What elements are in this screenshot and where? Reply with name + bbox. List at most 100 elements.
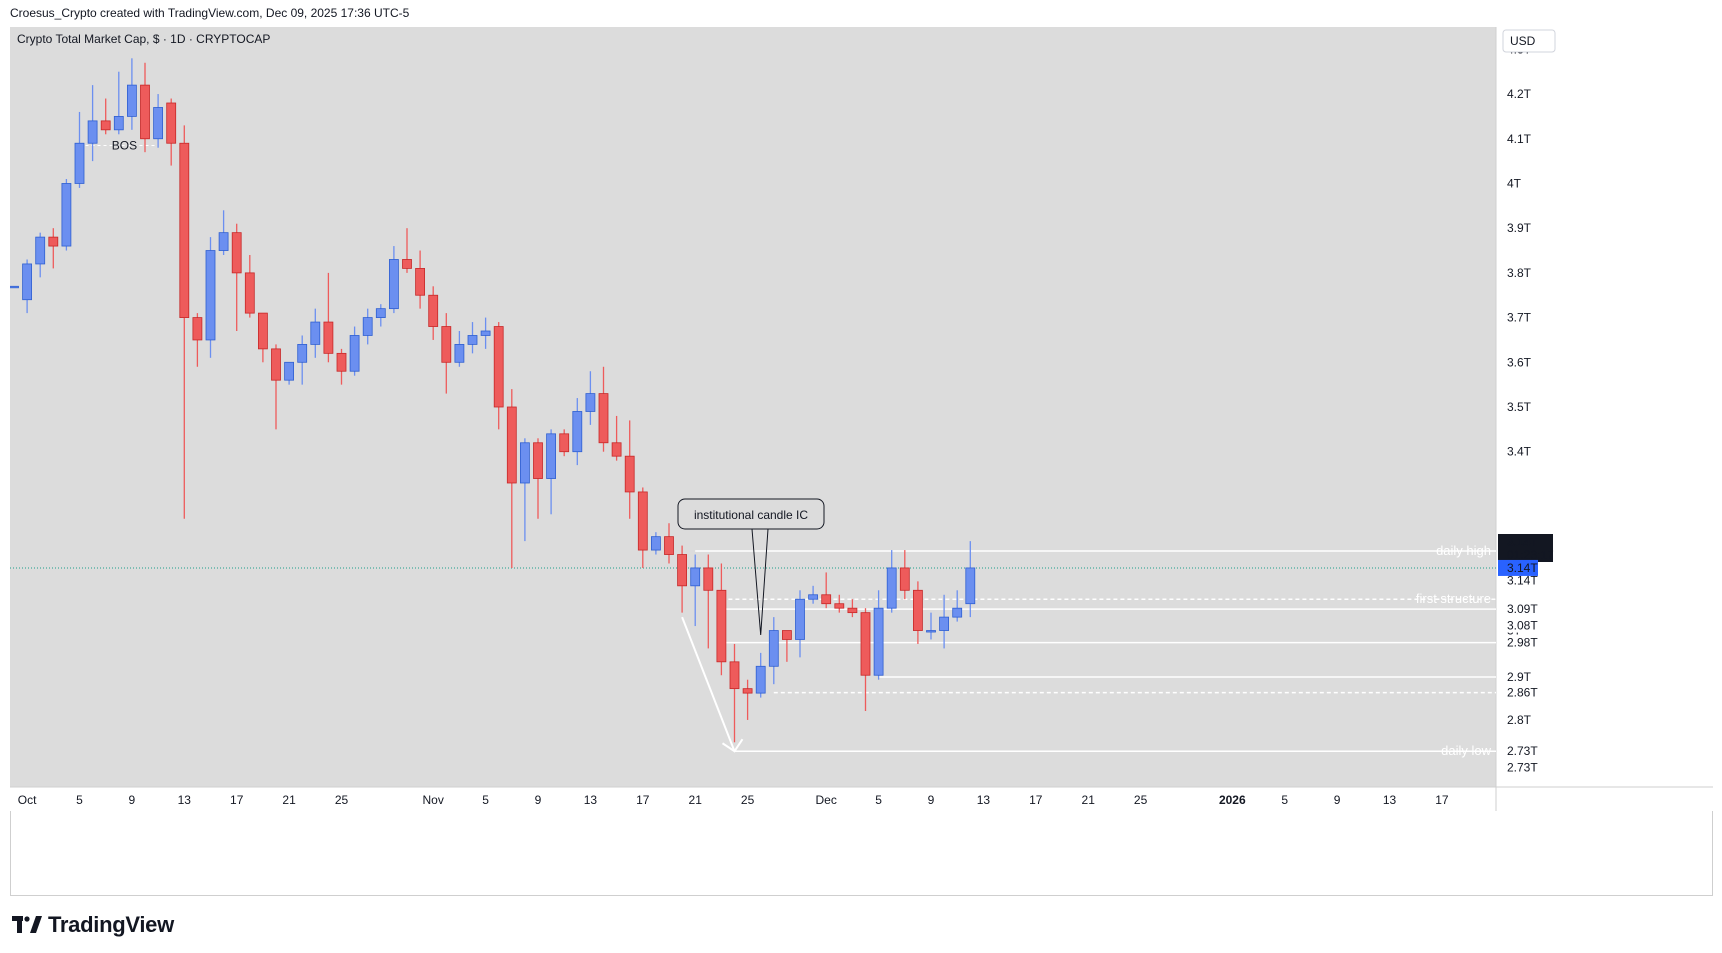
candle-body-60[interactable] xyxy=(795,598,805,640)
price-label-6: 2.9T xyxy=(1507,670,1532,684)
price-label-7: 2.86T xyxy=(1507,686,1538,700)
candle-body-2[interactable] xyxy=(35,236,46,265)
candle-body-13[interactable] xyxy=(179,142,190,318)
candle-body-12[interactable] xyxy=(166,102,177,144)
y-tick-label-7: 3.6T xyxy=(1507,355,1532,369)
candle-body-66[interactable] xyxy=(873,607,884,676)
candle-body-7[interactable] xyxy=(100,120,111,131)
candle-body-11[interactable] xyxy=(153,107,164,140)
candle-body-16[interactable] xyxy=(218,232,229,251)
callout-box[interactable] xyxy=(677,498,825,530)
x-tick-label-6: 25 xyxy=(335,793,349,807)
candle-body-39[interactable] xyxy=(519,442,530,484)
price-label-bg-5 xyxy=(1500,635,1548,650)
tradingview-logo[interactable]: TradingView xyxy=(12,912,174,938)
level-label-0: daily high xyxy=(1436,543,1491,558)
x-tick-label-10: 13 xyxy=(584,793,598,807)
candle-body-27[interactable] xyxy=(362,317,373,336)
candle-body-30[interactable] xyxy=(402,259,412,269)
time-axis[interactable] xyxy=(10,787,1713,811)
price-label-3: 3.09T xyxy=(1507,602,1538,616)
candle-body-73[interactable] xyxy=(965,567,976,605)
candle-body-49[interactable] xyxy=(651,536,661,551)
candle-body-24[interactable] xyxy=(323,321,334,354)
y-tick-label-2: 4.1T xyxy=(1507,132,1532,146)
candle-body-58[interactable] xyxy=(768,630,779,667)
candle-body-40[interactable] xyxy=(533,442,543,479)
candle-body-65[interactable] xyxy=(860,612,871,676)
candle-body-34[interactable] xyxy=(454,344,465,363)
candle-body-47[interactable] xyxy=(624,455,635,493)
candle-body-56[interactable] xyxy=(742,688,753,694)
candle-body-3[interactable] xyxy=(48,236,59,247)
candle-body-6[interactable] xyxy=(87,120,98,144)
candle-body-69[interactable] xyxy=(913,589,923,631)
price-label-2: 3.14T xyxy=(1507,573,1538,587)
candle-body-46[interactable] xyxy=(611,442,622,457)
candle-body-29[interactable] xyxy=(388,259,399,310)
candle-body-70[interactable] xyxy=(926,630,936,633)
candle-body-61[interactable] xyxy=(808,594,818,600)
candle-body-55[interactable] xyxy=(729,661,740,690)
candle-body-10[interactable] xyxy=(140,84,150,140)
x-tick-label-24: 13 xyxy=(1383,793,1397,807)
x-tick-label-1: 5 xyxy=(76,793,83,807)
candle-body-52[interactable] xyxy=(690,567,701,587)
candle-body-32[interactable] xyxy=(428,294,439,327)
candle-body-37[interactable] xyxy=(493,326,504,408)
candle-body-45[interactable] xyxy=(598,393,609,444)
current-price-badge xyxy=(1498,534,1553,562)
candle-body-67[interactable] xyxy=(886,567,897,609)
candle-body-8[interactable] xyxy=(113,116,124,131)
candle-body-5[interactable] xyxy=(74,142,85,184)
current-price-countdown: 01:23:17 xyxy=(1507,548,1554,562)
candle-body-17[interactable] xyxy=(231,232,242,274)
candle-body-51[interactable] xyxy=(677,554,687,587)
candle-body-14[interactable] xyxy=(192,317,203,341)
y-tick-label-8: 3.5T xyxy=(1507,400,1532,414)
candle-body-25[interactable] xyxy=(336,352,347,372)
candle-body-62[interactable] xyxy=(821,594,832,605)
candle-body-36[interactable] xyxy=(480,330,491,336)
candle-body-59[interactable] xyxy=(782,630,792,640)
price-label-8: 2.73T xyxy=(1507,744,1538,758)
candle-body-48[interactable] xyxy=(637,491,648,551)
x-tick-label-9: 9 xyxy=(535,793,542,807)
plot-pane[interactable] xyxy=(10,27,1496,787)
candle-body-35[interactable] xyxy=(467,335,478,345)
candle-body-44[interactable] xyxy=(585,393,596,412)
candle-body-53[interactable] xyxy=(703,567,714,591)
candle-body-1[interactable] xyxy=(22,263,33,301)
candle-body-15[interactable] xyxy=(205,250,216,341)
candle-body-38[interactable] xyxy=(506,406,517,484)
currency-button[interactable]: USD xyxy=(1502,29,1556,53)
candle-body-0[interactable] xyxy=(10,285,19,289)
candle-body-31[interactable] xyxy=(415,268,426,296)
candle-body-41[interactable] xyxy=(546,433,556,479)
candle-body-19[interactable] xyxy=(257,312,268,350)
candle-body-43[interactable] xyxy=(572,411,583,453)
candle-body-57[interactable] xyxy=(755,665,766,694)
candle-body-63[interactable] xyxy=(834,603,845,609)
candle-body-33[interactable] xyxy=(441,326,452,363)
candle-body-22[interactable] xyxy=(297,344,308,363)
candle-body-4[interactable] xyxy=(61,183,72,247)
x-tick-label-23: 9 xyxy=(1334,793,1341,807)
price-axis[interactable] xyxy=(1496,27,1713,787)
candle-body-26[interactable] xyxy=(349,335,360,372)
candle-body-50[interactable] xyxy=(664,536,674,555)
candle-body-54[interactable] xyxy=(716,589,727,663)
candle-body-64[interactable] xyxy=(847,607,858,614)
candle-body-20[interactable] xyxy=(271,348,281,381)
candle-body-28[interactable] xyxy=(375,308,386,318)
candle-body-9[interactable] xyxy=(127,84,137,117)
candle-body-18[interactable] xyxy=(244,272,255,314)
level-label-6: daily low xyxy=(1441,743,1491,758)
candle-body-71[interactable] xyxy=(939,616,949,631)
candlestick-chart[interactable]: daily high first structure daily low BOS in… xyxy=(10,27,1713,896)
candle-body-23[interactable] xyxy=(310,321,321,345)
candle-body-72[interactable] xyxy=(952,607,963,618)
candle-body-42[interactable] xyxy=(559,433,570,453)
candle-body-68[interactable] xyxy=(899,567,910,591)
candle-body-21[interactable] xyxy=(284,361,295,381)
